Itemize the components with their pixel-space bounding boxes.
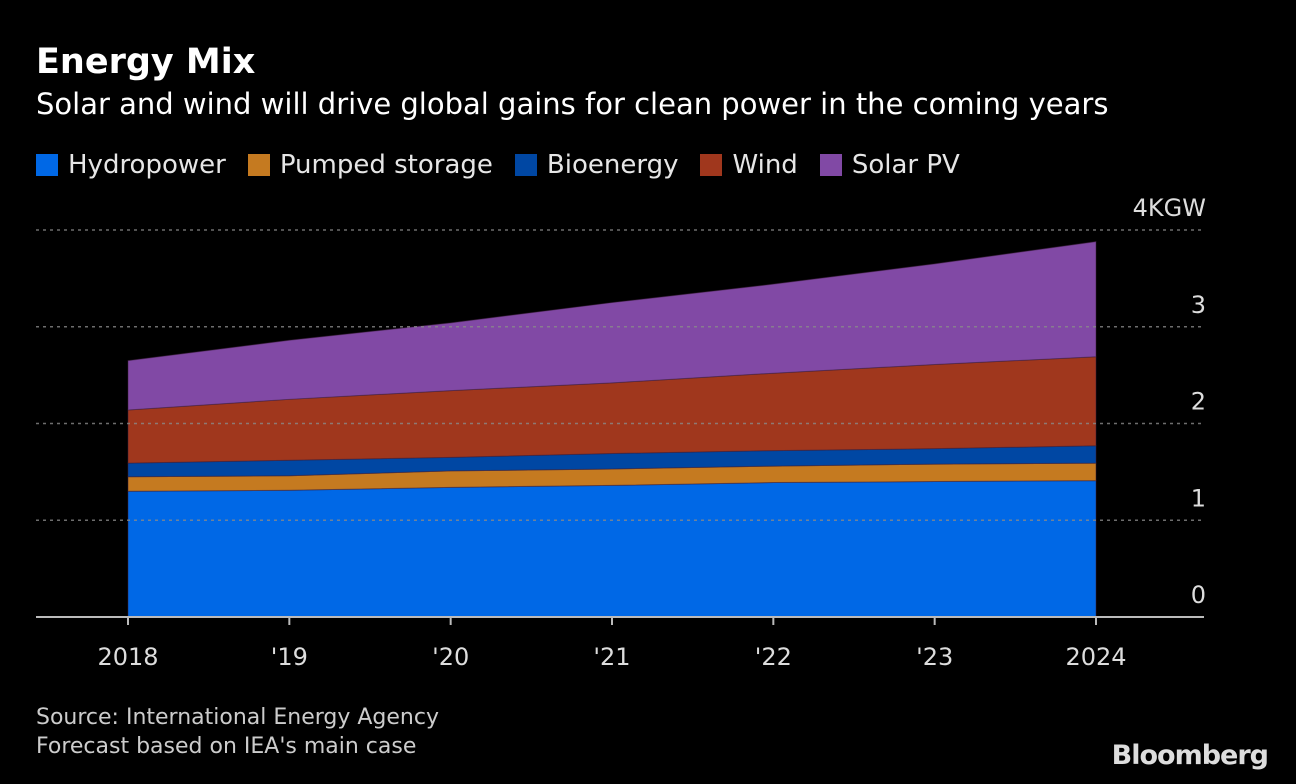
area-solar-pv [127,241,1097,411]
legend-label: Wind [732,150,798,180]
chart-title: Energy Mix [36,42,256,82]
chart-subtitle: Solar and wind will drive global gains f… [36,87,1109,121]
y-tick-label: 2 [1191,388,1206,416]
legend-item-solar-pv: Solar PV [819,150,960,180]
forecast-note: Forecast based on IEA's main case [36,734,417,759]
y-tick-label: 4KGW [1133,194,1206,222]
y-tick-label: 1 [1191,484,1206,512]
x-tick-label: 2024 [1065,643,1126,671]
legend-label: Hydropower [68,150,226,180]
x-tick-label: '21 [593,643,630,671]
source-note: Source: International Energy Agency [36,705,439,730]
x-tick-label: '23 [916,643,953,671]
x-tick-label: '19 [271,643,308,671]
legend-label: Bioenergy [546,150,679,180]
footer: Source: International Energy Agency Fore… [36,703,439,761]
legend-item-wind: Wind [700,150,798,180]
legend-item-pumped-storage: Pumped storage [247,150,493,180]
x-tick-label: '22 [755,643,792,671]
x-tick-label: 2018 [97,643,158,671]
legend-swatch [514,154,537,176]
area-hydropower [127,480,1097,618]
legend: Hydropower Pumped storage Bioenergy Wind… [36,150,960,180]
bloomberg-logo: Bloomberg [1111,740,1269,771]
legend-swatch [819,154,842,176]
legend-swatch [36,154,58,176]
x-tick-label: '20 [432,643,469,671]
legend-item-hydropower: Hydropower [36,150,226,180]
y-tick-label: 0 [1191,581,1206,609]
legend-item-bioenergy: Bioenergy [514,150,679,180]
y-tick-label: 3 [1191,291,1206,319]
legend-label: Solar PV [851,150,960,180]
legend-swatch [700,154,723,176]
legend-label: Pumped storage [279,150,493,180]
legend-swatch [247,154,270,176]
